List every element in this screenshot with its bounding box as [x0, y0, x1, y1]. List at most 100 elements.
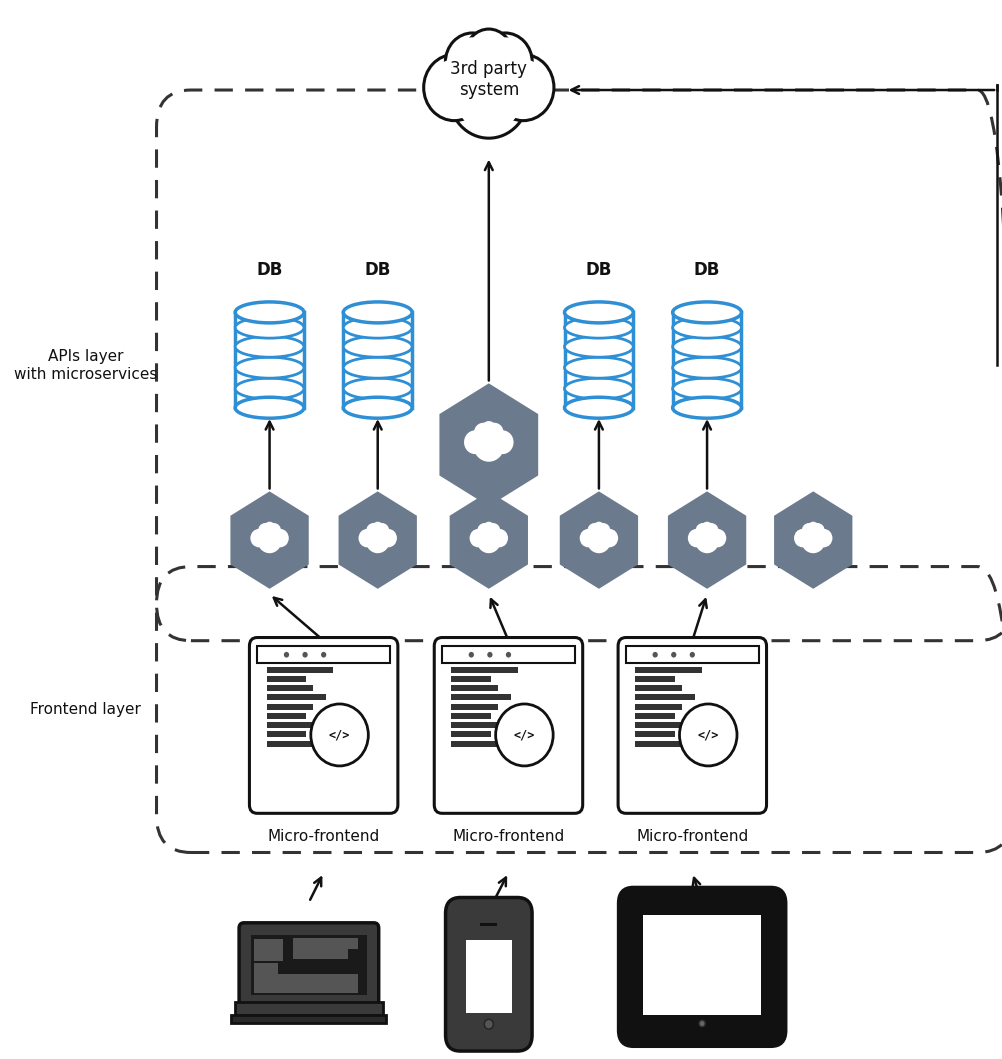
Bar	[643, 915, 762, 1016]
Text: </>: </>	[697, 729, 718, 741]
Ellipse shape	[564, 336, 633, 357]
Polygon shape	[440, 383, 538, 506]
Text: Micro-frontend: Micro-frontend	[452, 829, 564, 844]
Circle shape	[802, 523, 817, 539]
Ellipse shape	[235, 357, 304, 378]
Circle shape	[450, 37, 496, 87]
Bar	[267, 740, 313, 747]
Bar	[635, 713, 675, 719]
Circle shape	[366, 527, 390, 553]
Bar	[255, 983, 359, 993]
Circle shape	[311, 704, 369, 766]
Bar	[635, 740, 681, 747]
Circle shape	[497, 59, 549, 115]
Circle shape	[375, 523, 390, 539]
Bar	[267, 695, 327, 700]
Bar	[452, 740, 498, 747]
FancyBboxPatch shape	[249, 638, 398, 813]
Circle shape	[487, 652, 493, 658]
Circle shape	[492, 430, 514, 454]
Circle shape	[267, 523, 282, 539]
Bar	[344, 312, 412, 408]
Circle shape	[580, 528, 597, 548]
Circle shape	[469, 652, 474, 658]
Circle shape	[264, 522, 276, 535]
Bar	[452, 703, 498, 710]
Circle shape	[679, 704, 737, 766]
Text: </>: </>	[514, 729, 535, 741]
Ellipse shape	[672, 357, 741, 378]
Circle shape	[258, 523, 273, 539]
Text: DB: DB	[693, 262, 720, 279]
Bar	[466, 940, 512, 1013]
FancyBboxPatch shape	[618, 887, 786, 1046]
Ellipse shape	[672, 336, 741, 357]
Circle shape	[816, 528, 833, 548]
Circle shape	[485, 423, 504, 443]
Bar	[452, 676, 491, 682]
Circle shape	[486, 523, 500, 539]
Bar	[452, 713, 491, 719]
Bar	[267, 676, 307, 682]
FancyBboxPatch shape	[434, 638, 583, 813]
Circle shape	[709, 528, 726, 548]
Circle shape	[272, 528, 289, 548]
Ellipse shape	[564, 302, 633, 323]
Circle shape	[449, 53, 529, 138]
Bar	[294, 949, 348, 959]
Circle shape	[496, 704, 553, 766]
FancyBboxPatch shape	[446, 897, 532, 1051]
FancyBboxPatch shape	[618, 638, 767, 813]
Circle shape	[587, 523, 602, 539]
Bar	[635, 722, 701, 729]
Circle shape	[424, 54, 485, 121]
Ellipse shape	[235, 336, 304, 357]
Text: APIs layer
with microservices: APIs layer with microservices	[14, 349, 157, 381]
Bar	[235, 1002, 383, 1015]
Text: DB: DB	[257, 262, 283, 279]
Bar	[635, 732, 675, 737]
Bar	[452, 667, 518, 672]
Circle shape	[321, 652, 327, 658]
Bar	[635, 676, 675, 682]
Bar	[231, 1015, 387, 1023]
Bar	[672, 312, 741, 408]
Circle shape	[478, 33, 532, 91]
Polygon shape	[775, 491, 853, 589]
Ellipse shape	[672, 378, 741, 399]
Bar	[635, 703, 681, 710]
Bar	[255, 964, 278, 974]
Bar	[442, 646, 575, 663]
Ellipse shape	[564, 397, 633, 418]
Polygon shape	[450, 491, 528, 589]
Bar	[480, 922, 497, 926]
Circle shape	[689, 652, 695, 658]
Bar	[267, 685, 313, 692]
Polygon shape	[230, 491, 309, 589]
Ellipse shape	[672, 317, 741, 338]
Circle shape	[704, 523, 718, 539]
Bar	[564, 312, 633, 408]
Circle shape	[464, 430, 486, 454]
Bar	[267, 722, 333, 729]
Circle shape	[587, 527, 611, 553]
Ellipse shape	[344, 357, 412, 378]
Circle shape	[482, 37, 528, 87]
Circle shape	[469, 33, 509, 76]
Circle shape	[250, 528, 268, 548]
Circle shape	[652, 652, 657, 658]
Circle shape	[474, 423, 493, 443]
Bar	[635, 685, 681, 692]
Bar	[294, 938, 359, 949]
Circle shape	[483, 522, 495, 535]
Bar	[452, 732, 491, 737]
Circle shape	[470, 528, 487, 548]
Circle shape	[699, 1021, 705, 1027]
Ellipse shape	[344, 378, 412, 399]
Bar	[452, 695, 511, 700]
Ellipse shape	[564, 357, 633, 378]
Circle shape	[380, 528, 397, 548]
Circle shape	[492, 54, 554, 121]
Circle shape	[695, 523, 710, 539]
Circle shape	[258, 527, 282, 553]
